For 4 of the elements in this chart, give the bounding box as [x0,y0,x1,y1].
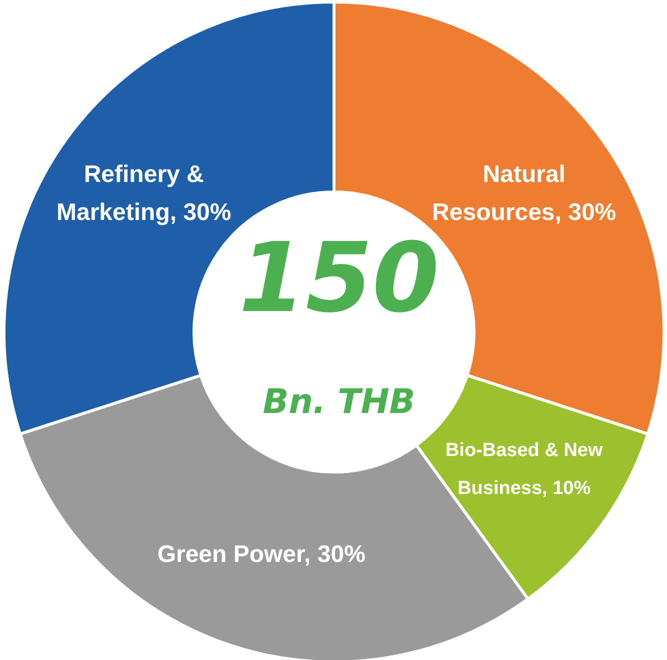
text: Bn. THB [262,382,416,422]
slice-label: Green Power, 30% [156,540,366,570]
slice-label: Bio-Based & New Business, 10% [444,439,604,502]
slice-label: Refinery & Marketing, 30% [56,160,232,226]
